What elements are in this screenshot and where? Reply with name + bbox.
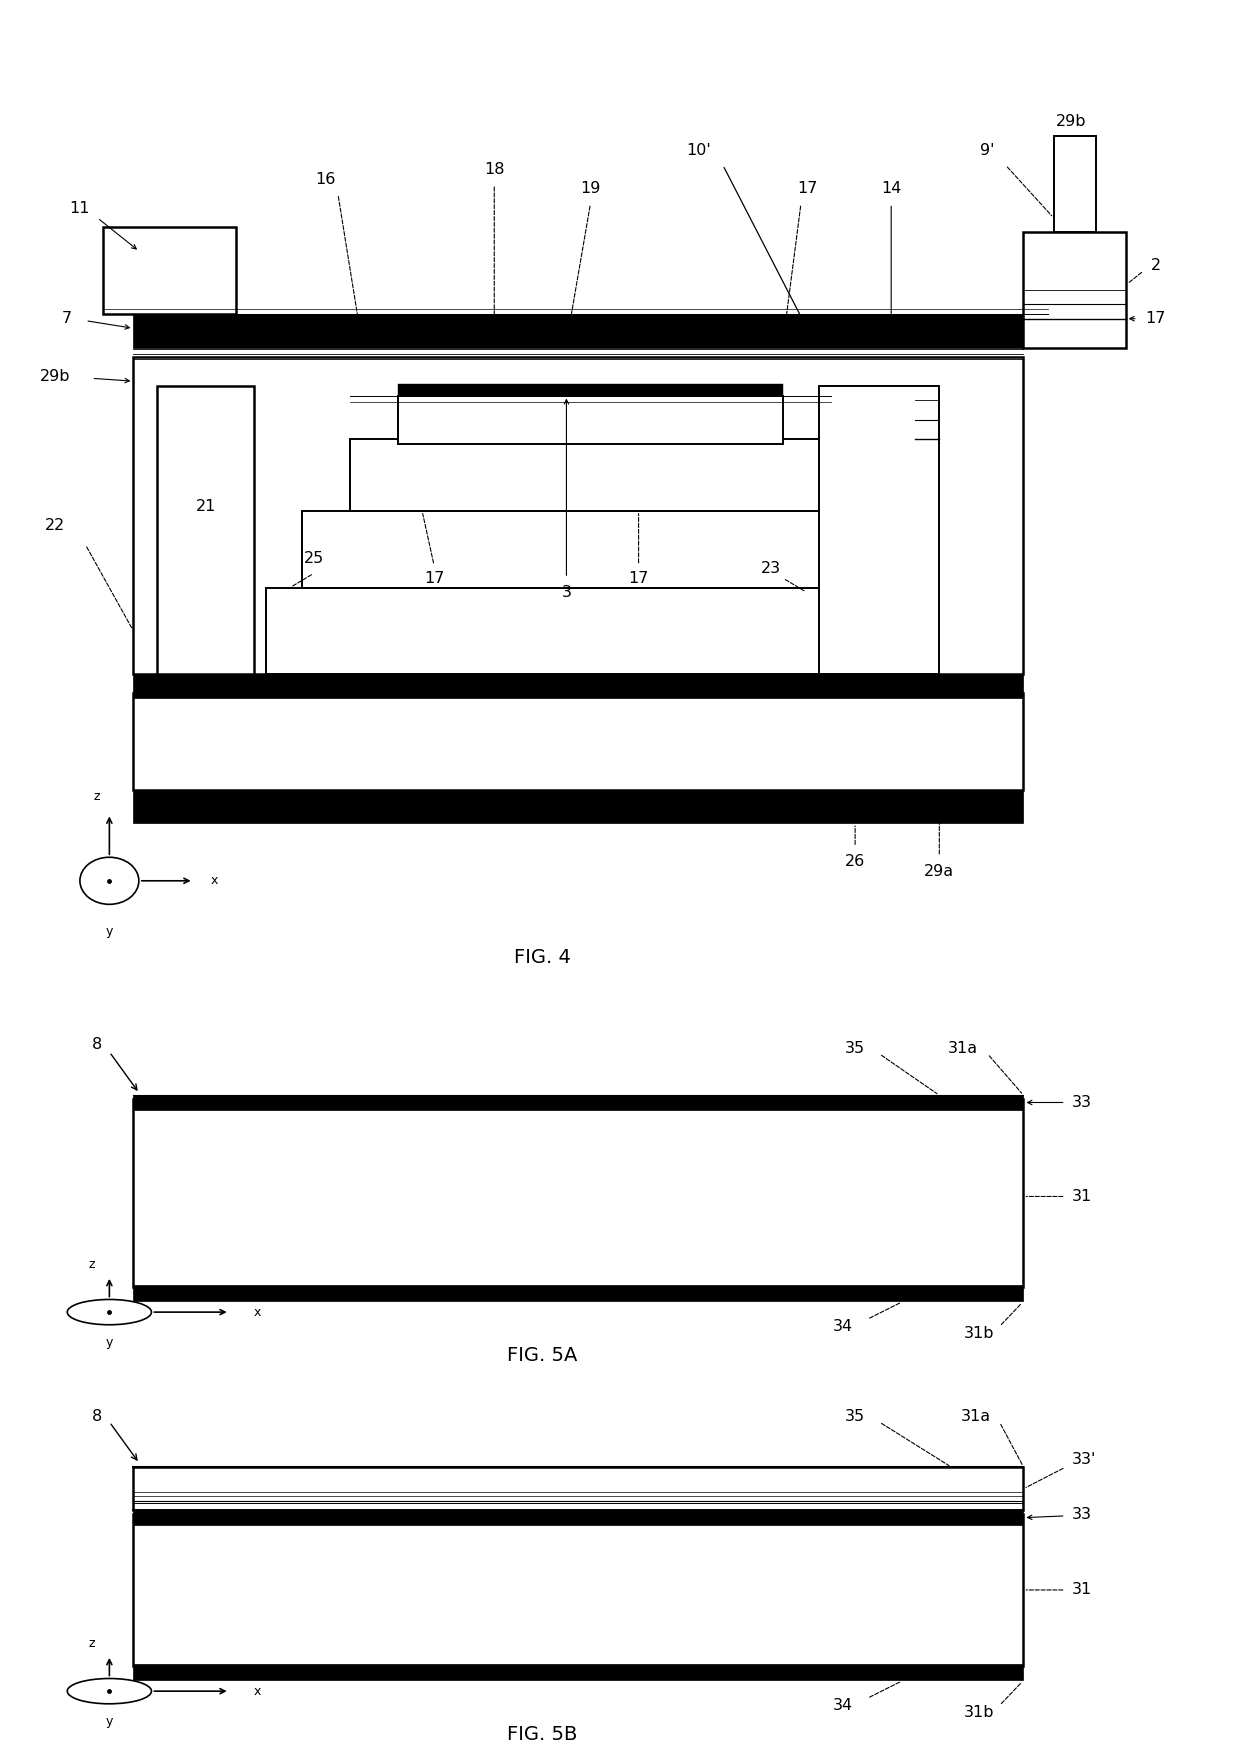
Text: 35: 35 (844, 1409, 866, 1425)
Text: x: x (254, 1685, 262, 1698)
Bar (398, 395, 782, 444)
Text: 19: 19 (580, 182, 600, 196)
Text: x: x (211, 874, 218, 887)
Text: 11: 11 (69, 201, 89, 215)
Text: 33': 33' (1071, 1453, 1096, 1467)
Text: 17: 17 (629, 571, 649, 585)
Text: 8: 8 (92, 1409, 103, 1425)
Text: 17: 17 (797, 182, 817, 196)
Text: 31: 31 (1071, 1188, 1092, 1204)
Bar (134, 1511, 1023, 1525)
Text: 31b: 31b (963, 1705, 993, 1721)
Bar (134, 1664, 1023, 1680)
Bar (398, 384, 782, 395)
Text: 25: 25 (304, 552, 324, 566)
Bar (820, 386, 940, 673)
Text: 23: 23 (761, 561, 781, 577)
Text: 17: 17 (424, 571, 444, 585)
Bar (1023, 233, 1126, 347)
Bar (134, 1514, 1023, 1666)
Text: y: y (105, 1336, 113, 1349)
Text: 18: 18 (484, 162, 505, 178)
Text: 22: 22 (45, 518, 66, 532)
Bar (157, 386, 254, 673)
Text: z: z (93, 790, 100, 804)
Text: x: x (254, 1306, 262, 1319)
Text: FIG. 5B: FIG. 5B (507, 1724, 578, 1744)
Text: 33: 33 (1071, 1507, 1091, 1521)
Text: y: y (105, 924, 113, 938)
Text: 10': 10' (687, 143, 711, 159)
Bar (134, 693, 1023, 790)
Text: 14: 14 (880, 182, 901, 196)
Text: 7: 7 (62, 312, 72, 326)
Text: 34: 34 (833, 1698, 853, 1714)
Bar (134, 1098, 1023, 1287)
Text: 31a: 31a (949, 1040, 978, 1056)
Bar (134, 1285, 1023, 1301)
Bar (134, 314, 1023, 347)
Bar (265, 587, 915, 673)
Bar (134, 358, 1023, 673)
Text: 2: 2 (1151, 259, 1161, 273)
Text: 35: 35 (844, 1040, 866, 1056)
Text: 29b: 29b (40, 368, 71, 384)
Text: 9': 9' (980, 143, 994, 159)
Bar (134, 1095, 1023, 1109)
Text: 34: 34 (833, 1319, 853, 1335)
Text: 3: 3 (562, 585, 572, 599)
Bar (301, 511, 879, 587)
Text: 8: 8 (92, 1037, 103, 1053)
Bar (134, 1467, 1023, 1511)
Bar (1054, 136, 1096, 233)
Bar (103, 227, 236, 314)
Text: 29a: 29a (924, 864, 955, 878)
Text: z: z (88, 1636, 94, 1650)
Text: FIG. 5A: FIG. 5A (507, 1345, 578, 1365)
Text: 33: 33 (1071, 1095, 1091, 1111)
Text: 26: 26 (844, 853, 866, 869)
Text: 21: 21 (196, 499, 216, 513)
Text: 29b: 29b (1056, 115, 1086, 129)
Text: 31a: 31a (960, 1409, 991, 1425)
Text: y: y (105, 1715, 113, 1728)
Text: 31: 31 (1071, 1583, 1092, 1597)
Text: FIG. 4: FIG. 4 (513, 948, 570, 968)
Text: 17: 17 (1146, 312, 1166, 326)
Bar (350, 439, 831, 511)
Text: 16: 16 (316, 171, 336, 187)
Bar (134, 673, 1023, 698)
Text: z: z (88, 1257, 94, 1271)
Bar (134, 790, 1023, 823)
Text: 31b: 31b (963, 1326, 993, 1342)
